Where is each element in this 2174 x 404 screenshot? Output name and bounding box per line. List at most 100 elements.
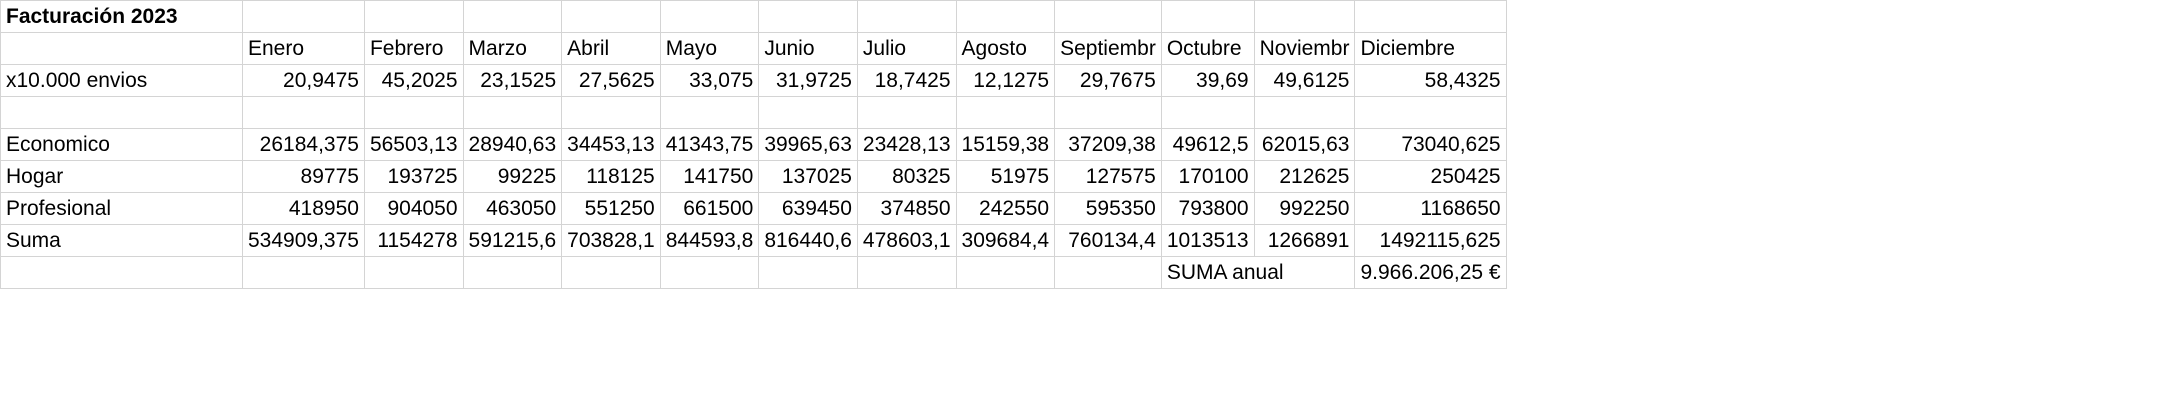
month-header-cell[interactable]: Mayo bbox=[659, 32, 760, 65]
value-cell[interactable]: 39965,63 bbox=[758, 128, 858, 161]
month-header-cell[interactable]: Marzo bbox=[462, 32, 563, 65]
value-cell[interactable]: 591215,6 bbox=[462, 224, 563, 257]
empty-cell[interactable] bbox=[242, 0, 365, 33]
value-cell[interactable]: 1492115,625 bbox=[1354, 224, 1507, 257]
value-cell[interactable]: 80325 bbox=[856, 160, 957, 193]
empty-cell[interactable] bbox=[856, 0, 957, 33]
value-cell[interactable]: 49612,5 bbox=[1160, 128, 1255, 161]
empty-cell[interactable] bbox=[462, 96, 563, 129]
value-cell[interactable]: 127575 bbox=[1054, 160, 1162, 193]
value-cell[interactable]: 15159,38 bbox=[955, 128, 1056, 161]
month-header-cell[interactable]: Julio bbox=[856, 32, 957, 65]
month-header-cell[interactable]: Octubre bbox=[1160, 32, 1255, 65]
empty-cell[interactable] bbox=[1054, 256, 1162, 289]
row-label-cell[interactable]: Profesional bbox=[0, 192, 243, 225]
value-cell[interactable]: 170100 bbox=[1160, 160, 1255, 193]
month-header-cell[interactable]: Febrero bbox=[363, 32, 464, 65]
empty-cell[interactable] bbox=[363, 96, 464, 129]
empty-cell[interactable] bbox=[659, 256, 760, 289]
value-cell[interactable]: 23428,13 bbox=[856, 128, 957, 161]
value-cell[interactable]: 760134,4 bbox=[1054, 224, 1162, 257]
value-cell[interactable]: 534909,375 bbox=[242, 224, 365, 257]
value-cell[interactable]: 37209,38 bbox=[1054, 128, 1162, 161]
value-cell[interactable]: 1168650 bbox=[1354, 192, 1507, 225]
empty-cell[interactable] bbox=[659, 0, 760, 33]
empty-cell[interactable] bbox=[1253, 96, 1356, 129]
value-cell[interactable]: 51975 bbox=[955, 160, 1056, 193]
empty-cell[interactable] bbox=[462, 256, 563, 289]
row-label-cell[interactable]: Economico bbox=[0, 128, 243, 161]
value-cell[interactable]: 639450 bbox=[758, 192, 858, 225]
value-cell[interactable]: 137025 bbox=[758, 160, 858, 193]
empty-cell[interactable] bbox=[659, 96, 760, 129]
month-header-cell[interactable]: Junio bbox=[758, 32, 858, 65]
value-cell[interactable]: 595350 bbox=[1054, 192, 1162, 225]
value-cell[interactable]: 73040,625 bbox=[1354, 128, 1507, 161]
row-label-cell[interactable]: Suma bbox=[0, 224, 243, 257]
month-header-cell[interactable]: Noviembr bbox=[1253, 32, 1356, 65]
value-cell[interactable]: 31,9725 bbox=[758, 64, 858, 97]
empty-cell[interactable] bbox=[758, 96, 858, 129]
empty-cell[interactable] bbox=[1354, 0, 1507, 33]
value-cell[interactable]: 1154278 bbox=[363, 224, 464, 257]
value-cell[interactable]: 816440,6 bbox=[758, 224, 858, 257]
value-cell[interactable]: 99225 bbox=[462, 160, 563, 193]
value-cell[interactable]: 34453,13 bbox=[561, 128, 661, 161]
value-cell[interactable]: 29,7675 bbox=[1054, 64, 1162, 97]
value-cell[interactable]: 661500 bbox=[659, 192, 760, 225]
value-cell[interactable]: 20,9475 bbox=[242, 64, 365, 97]
empty-cell[interactable] bbox=[1160, 96, 1255, 129]
value-cell[interactable]: 28940,63 bbox=[462, 128, 563, 161]
empty-cell[interactable] bbox=[0, 256, 243, 289]
value-cell[interactable]: 18,7425 bbox=[856, 64, 957, 97]
empty-cell[interactable] bbox=[1354, 96, 1507, 129]
empty-cell[interactable] bbox=[955, 256, 1056, 289]
month-header-cell[interactable]: Septiembr bbox=[1054, 32, 1162, 65]
value-cell[interactable]: 478603,1 bbox=[856, 224, 957, 257]
empty-cell[interactable] bbox=[462, 0, 563, 33]
value-cell[interactable]: 703828,1 bbox=[561, 224, 661, 257]
annual-sum-label[interactable]: SUMA anual bbox=[1160, 256, 1356, 289]
empty-cell[interactable] bbox=[758, 0, 858, 33]
value-cell[interactable]: 56503,13 bbox=[363, 128, 464, 161]
value-cell[interactable]: 212625 bbox=[1253, 160, 1356, 193]
annual-sum-value[interactable]: 9.966.206,25 € bbox=[1354, 256, 1507, 289]
empty-cell[interactable] bbox=[242, 256, 365, 289]
value-cell[interactable]: 992250 bbox=[1253, 192, 1356, 225]
value-cell[interactable]: 374850 bbox=[856, 192, 957, 225]
value-cell[interactable]: 27,5625 bbox=[561, 64, 661, 97]
empty-cell[interactable] bbox=[856, 96, 957, 129]
empty-cell[interactable] bbox=[955, 96, 1056, 129]
value-cell[interactable]: 33,075 bbox=[659, 64, 760, 97]
empty-cell[interactable] bbox=[1253, 0, 1356, 33]
value-cell[interactable]: 551250 bbox=[561, 192, 661, 225]
month-header-cell[interactable]: Enero bbox=[242, 32, 365, 65]
month-header-cell[interactable]: Diciembre bbox=[1354, 32, 1507, 65]
value-cell[interactable]: 242550 bbox=[955, 192, 1056, 225]
value-cell[interactable]: 62015,63 bbox=[1253, 128, 1356, 161]
empty-cell[interactable] bbox=[561, 0, 661, 33]
sheet-title-cell[interactable]: Facturación 2023 bbox=[0, 0, 243, 33]
empty-cell[interactable] bbox=[955, 0, 1056, 33]
row-label-cell[interactable]: Hogar bbox=[0, 160, 243, 193]
empty-cell[interactable] bbox=[242, 96, 365, 129]
value-cell[interactable]: 1013513 bbox=[1160, 224, 1255, 257]
empty-cell[interactable] bbox=[1054, 0, 1162, 33]
value-cell[interactable]: 141750 bbox=[659, 160, 760, 193]
value-cell[interactable]: 904050 bbox=[363, 192, 464, 225]
value-cell[interactable]: 26184,375 bbox=[242, 128, 365, 161]
value-cell[interactable]: 309684,4 bbox=[955, 224, 1056, 257]
value-cell[interactable]: 23,1525 bbox=[462, 64, 563, 97]
value-cell[interactable]: 41343,75 bbox=[659, 128, 760, 161]
value-cell[interactable]: 844593,8 bbox=[659, 224, 760, 257]
empty-cell[interactable] bbox=[561, 256, 661, 289]
empty-cell[interactable] bbox=[0, 32, 243, 65]
value-cell[interactable]: 418950 bbox=[242, 192, 365, 225]
value-cell[interactable]: 45,2025 bbox=[363, 64, 464, 97]
value-cell[interactable]: 463050 bbox=[462, 192, 563, 225]
empty-cell[interactable] bbox=[758, 256, 858, 289]
value-cell[interactable]: 39,69 bbox=[1160, 64, 1255, 97]
value-cell[interactable]: 193725 bbox=[363, 160, 464, 193]
value-cell[interactable]: 793800 bbox=[1160, 192, 1255, 225]
empty-cell[interactable] bbox=[561, 96, 661, 129]
